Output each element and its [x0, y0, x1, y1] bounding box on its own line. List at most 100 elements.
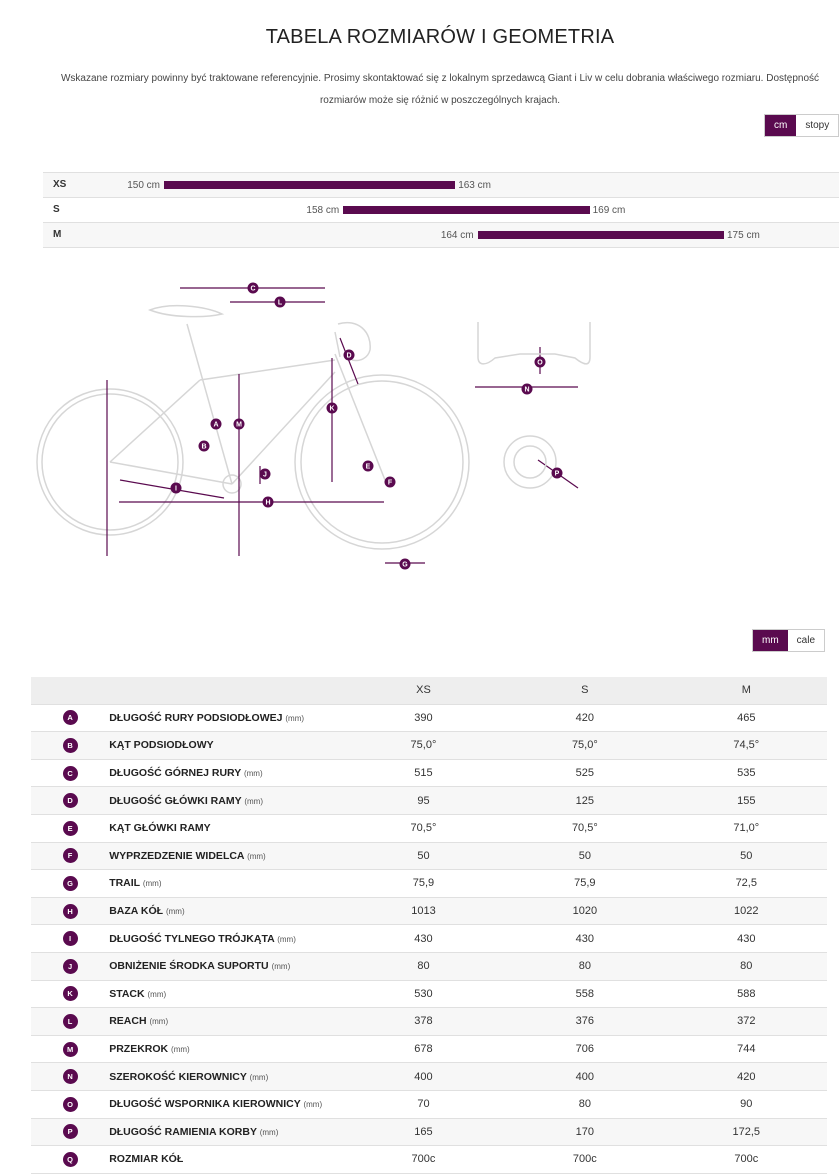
value-xs: 700c [342, 1145, 505, 1174]
size-low-label: 164 cm [440, 230, 474, 241]
row-letter-badge: J [62, 958, 78, 974]
row-name: KĄT PODSIODŁOWY [109, 739, 214, 752]
value-m: 155 [665, 786, 827, 815]
row-letter-badge: Q [62, 1151, 78, 1167]
geometry-row: M PRZEKROK (mm) 678 706 744 [31, 1035, 827, 1064]
row-letter-badge: H [62, 903, 78, 919]
value-xs: 50 [342, 842, 505, 871]
geometry-row: Q ROZMIAR KÓŁ 700c 700c 700c [31, 1145, 827, 1174]
bike-geometry-diagram: A B C D E F G H I J K L M N O P [36, 282, 591, 570]
svg-text:L: L [278, 300, 283, 307]
geometry-row: J OBNIŻENIE ŚRODKA SUPORTU (mm) 80 80 80 [31, 952, 827, 981]
intro-line-2: rozmiarów może się różnić w poszczególny… [319, 95, 561, 106]
diagram-marker-h: H [262, 496, 274, 508]
row-unit: (mm) [249, 1072, 269, 1082]
svg-text:B: B [201, 444, 206, 451]
diagram-marker-m: M [233, 418, 245, 430]
diagram-marker-k: K [326, 402, 338, 414]
value-s: 75,0° [504, 731, 666, 760]
row-letter-badge: B [62, 737, 78, 753]
intro-text: Wskazane rozmiary powinny być traktowane… [40, 68, 839, 112]
geometry-unit-toggle[interactable]: mm cale [752, 629, 826, 652]
geometry-row: N SZEROKOŚĆ KIEROWNICY (mm) 400 400 420 [31, 1062, 827, 1091]
size-row: XS 150 cm 163 cm [43, 172, 839, 197]
row-name: TRAIL [109, 877, 140, 890]
row-unit: (mm) [244, 796, 263, 806]
page-title: TABELA ROZMIARÓW I GEOMETRIA [265, 26, 615, 48]
diagram-marker-a: A [210, 418, 222, 430]
size-high-label: 163 cm [458, 180, 491, 191]
diagram-marker-g: G [399, 558, 411, 570]
row-letter-badge: O [62, 1096, 78, 1112]
size-range-bar [343, 206, 590, 214]
unit-feet-button[interactable]: stopy [796, 115, 839, 136]
bike-outline [36, 304, 470, 550]
row-unit: (mm) [259, 1127, 279, 1137]
row-name: BAZA KÓŁ [109, 905, 164, 918]
value-xs: 430 [342, 924, 505, 953]
value-m: 744 [665, 1035, 827, 1064]
value-xs: 70 [342, 1090, 505, 1119]
row-unit: (mm) [303, 1100, 323, 1110]
geometry-row: B KĄT PODSIODŁOWY 75,0° 75,0° 74,5° [31, 731, 827, 760]
value-m: 420 [665, 1062, 827, 1091]
row-letter-badge: A [62, 710, 78, 726]
svg-text:N: N [524, 387, 529, 394]
value-xs: 75,9 [342, 869, 505, 898]
value-s: 50 [504, 842, 666, 871]
diagram-marker-i: I [170, 482, 182, 494]
svg-text:D: D [346, 353, 351, 360]
value-s: 420 [504, 704, 666, 733]
row-unit: (mm) [271, 962, 291, 972]
row-letter-badge: M [62, 1041, 78, 1057]
row-letter-badge: F [62, 848, 78, 864]
value-xs: 400 [342, 1062, 505, 1091]
row-name: DŁUGOŚĆ TYLNEGO TRÓJKĄTA [109, 932, 275, 945]
value-m: 465 [665, 704, 827, 733]
value-m: 80 [665, 952, 827, 981]
value-m: 700c [665, 1145, 827, 1174]
value-xs: 390 [342, 704, 505, 733]
geometry-row: K STACK (mm) 530 558 588 [31, 980, 827, 1009]
value-xs: 80 [342, 952, 505, 981]
size-label: XS [53, 179, 67, 190]
value-s: 376 [504, 1007, 666, 1036]
diagram-marker-c: C [247, 282, 259, 294]
value-s: 525 [504, 759, 666, 788]
unit-inch-button[interactable]: cale [787, 630, 825, 651]
unit-cm-button[interactable]: cm [765, 115, 797, 136]
row-unit: (mm) [165, 907, 185, 917]
row-name: STACK [109, 987, 145, 1000]
diagram-marker-l: L [274, 296, 286, 308]
svg-text:H: H [265, 500, 270, 507]
svg-text:E: E [366, 464, 371, 471]
row-letter-badge: D [62, 793, 78, 809]
value-xs: 678 [342, 1035, 505, 1064]
unit-mm-button[interactable]: mm [753, 630, 788, 651]
value-xs: 378 [342, 1007, 505, 1036]
size-label: M [53, 229, 62, 240]
size-low-label: 158 cm [306, 205, 340, 216]
diagram-marker-o: O [534, 356, 546, 368]
row-unit: (mm) [285, 713, 305, 723]
geometry-row: P DŁUGOŚĆ RAMIENIA KORBY (mm) 165 170 172,5 [31, 1118, 827, 1147]
intro-line-1: Wskazane rozmiary powinny być traktowane… [60, 73, 820, 84]
row-name: DŁUGOŚĆ RURY PODSIODŁOWEJ [109, 711, 283, 724]
height-unit-toggle[interactable]: cm stopy [764, 114, 839, 137]
size-row: S 158 cm 169 cm [43, 197, 839, 222]
row-name: DŁUGOŚĆ GŁÓWKI RAMY [109, 794, 242, 807]
svg-text:O: O [537, 360, 543, 367]
row-name: WYPRZEDZENIE WIDELCA [109, 849, 245, 862]
value-m: 372 [665, 1007, 827, 1036]
row-name: DŁUGOŚĆ GÓRNEJ RURY [109, 767, 242, 780]
geometry-table: XS S M A DŁUGOŚĆ RURY PODSIODŁOWEJ (mm) 39… [31, 677, 827, 1174]
diagram-marker-d: D [343, 349, 355, 361]
svg-text:F: F [388, 480, 393, 487]
geometry-row: C DŁUGOŚĆ GÓRNEJ RURY (mm) 515 525 535 [31, 759, 827, 788]
size-header-xs: XS [342, 677, 505, 705]
geometry-row: F WYPRZEDZENIE WIDELCA (mm) 50 50 50 [31, 842, 827, 871]
size-high-label: 169 cm [592, 205, 626, 216]
row-name: DŁUGOŚĆ WSPORNIKA KIEROWNICY [109, 1098, 301, 1111]
value-xs: 95 [342, 786, 505, 815]
value-m: 71,0° [665, 814, 827, 843]
